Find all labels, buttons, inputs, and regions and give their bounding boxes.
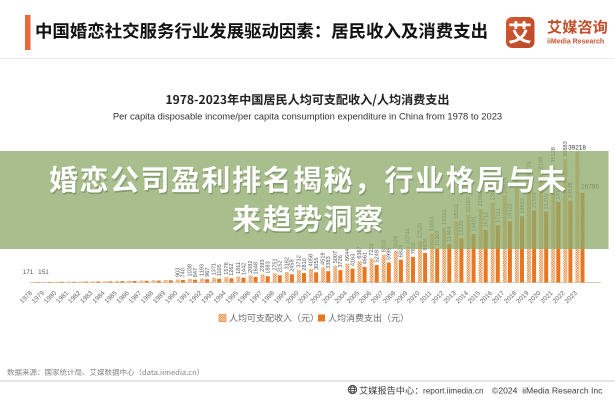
svg-text:iiMedia Research: iiMedia Research [547, 39, 604, 46]
svg-text:7229: 7229 [369, 243, 375, 255]
svg-text:740: 740 [181, 268, 187, 277]
svg-text:2393: 2393 [260, 260, 266, 272]
svg-text:39218: 39218 [568, 145, 586, 152]
svg-text:967: 967 [205, 267, 211, 276]
svg-text:1262: 1262 [229, 263, 235, 275]
svg-text:903: 903 [175, 268, 181, 277]
svg-text:3383: 3383 [326, 256, 332, 268]
svg-text:4163: 4163 [350, 254, 356, 266]
svg-text:1576: 1576 [224, 262, 230, 274]
svg-text:5007: 5007 [333, 251, 339, 263]
svg-text:3162: 3162 [284, 257, 290, 269]
svg-text:4519: 4519 [321, 252, 327, 264]
svg-text:6829: 6829 [399, 245, 405, 257]
svg-text:151: 151 [38, 269, 49, 276]
svg-text:2082: 2082 [248, 261, 254, 273]
svg-text:report.iimedia.cn: report.iimedia.cn [423, 387, 484, 396]
svg-text:847: 847 [193, 268, 199, 277]
svg-text:1811: 1811 [236, 262, 242, 274]
svg-text:1883: 1883 [266, 261, 272, 273]
svg-text:5644: 5644 [345, 249, 351, 261]
svg-text:1193: 1193 [200, 264, 206, 276]
svg-text:1038: 1038 [188, 264, 194, 276]
svg-text:Per capita disposable income/p: Per capita disposable income/per capita … [113, 111, 502, 122]
svg-text:3712: 3712 [297, 255, 303, 267]
svg-text:3726: 3726 [338, 255, 344, 267]
svg-text:3055: 3055 [314, 257, 320, 269]
svg-text:2751: 2751 [272, 258, 278, 270]
svg-text:1648: 1648 [253, 262, 259, 274]
svg-text:4661: 4661 [362, 252, 368, 264]
svg-text:6367: 6367 [357, 246, 363, 258]
svg-text:5998: 5998 [387, 248, 393, 260]
svg-text:2459: 2459 [290, 259, 296, 271]
svg-text:2152: 2152 [278, 260, 284, 272]
svg-text:36883: 36883 [563, 141, 569, 157]
svg-text:2810: 2810 [302, 258, 308, 270]
svg-text:1371: 1371 [212, 263, 218, 275]
svg-text:4058: 4058 [309, 254, 315, 266]
svg-text:©2024 iiMedia Research Inc: ©2024 iiMedia Research Inc [492, 386, 603, 396]
svg-text:5249: 5249 [375, 250, 381, 262]
svg-text:171: 171 [23, 269, 34, 276]
svg-text:1442: 1442 [241, 263, 247, 275]
svg-text:1105: 1105 [217, 264, 223, 276]
